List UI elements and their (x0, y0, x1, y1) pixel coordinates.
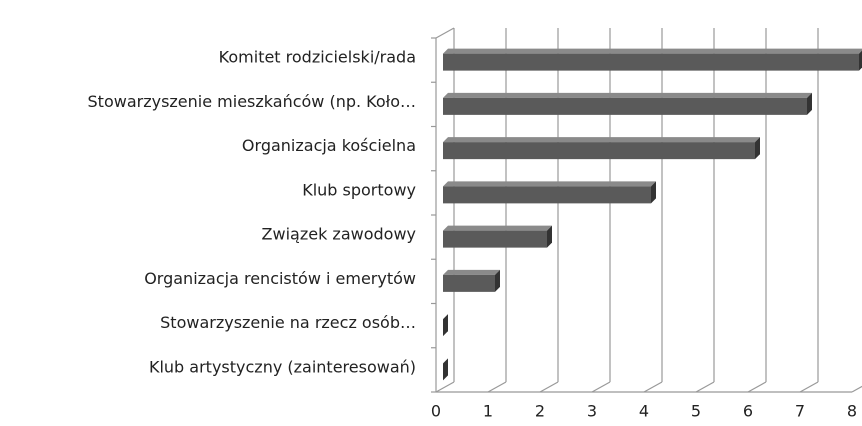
bar (443, 358, 448, 381)
bar-side (859, 50, 862, 71)
bar-side (443, 314, 448, 337)
bar-top (443, 48, 862, 54)
bar-front (443, 53, 859, 71)
x-tick-label: 3 (587, 402, 597, 421)
grid-floor-line (539, 381, 559, 393)
grid-floor-line (799, 381, 819, 393)
y-tick-label: Organizacja kościelna (242, 136, 416, 155)
bar (443, 269, 500, 292)
bar (443, 92, 812, 115)
bar-top (443, 137, 760, 143)
y-tick-label: Stowarzyszenie na rzecz osób… (160, 313, 416, 332)
bar-side (651, 181, 656, 204)
bar-side (495, 269, 500, 292)
bar-front (443, 142, 755, 160)
bar-top (443, 269, 500, 275)
bar-front (443, 97, 807, 115)
x-tick-label: 0 (431, 402, 441, 421)
x-tick-label: 2 (535, 402, 545, 421)
x-tick-label: 1 (483, 402, 493, 421)
bar-front (443, 230, 547, 248)
x-tick-label: 6 (743, 402, 753, 421)
bar (443, 314, 448, 337)
axis-wall-top (435, 27, 455, 39)
y-tick-label: Organizacja rencistów i emerytów (144, 269, 416, 288)
y-tick-label: Klub sportowy (302, 180, 416, 199)
y-tick-label: Stowarzyszenie mieszkańców (np. Koło… (88, 92, 416, 111)
x-tick-label: 7 (795, 402, 805, 421)
y-tick-label: Klub artystyczny (zainteresowań) (149, 357, 416, 376)
bar-top (443, 181, 656, 187)
x-tick-label: 8 (847, 402, 857, 421)
y-tick-label: Związek zawodowy (262, 225, 416, 244)
x-tick-label: 4 (639, 402, 649, 421)
bar (443, 225, 552, 248)
grid-floor-line (851, 385, 862, 393)
grid-floor-line (643, 381, 663, 393)
bar-top (443, 92, 812, 98)
bar (443, 48, 862, 71)
bar (443, 137, 760, 160)
x-tick-label: 5 (691, 402, 701, 421)
grid-floor-line (695, 381, 715, 393)
y-tick-label: Komitet rodzicielski/rada (219, 48, 416, 67)
bar-side (443, 358, 448, 381)
bar-top (443, 225, 552, 231)
bar-side (807, 92, 812, 115)
bar-side (547, 225, 552, 248)
grid-floor-line (591, 381, 611, 393)
grid-floor-line (435, 381, 455, 393)
grid-floor-line (487, 381, 507, 393)
grid-floor-line (747, 381, 767, 393)
bar (443, 181, 656, 204)
bar-front (443, 186, 651, 204)
bar-front (443, 274, 495, 292)
bar-side (755, 137, 760, 160)
